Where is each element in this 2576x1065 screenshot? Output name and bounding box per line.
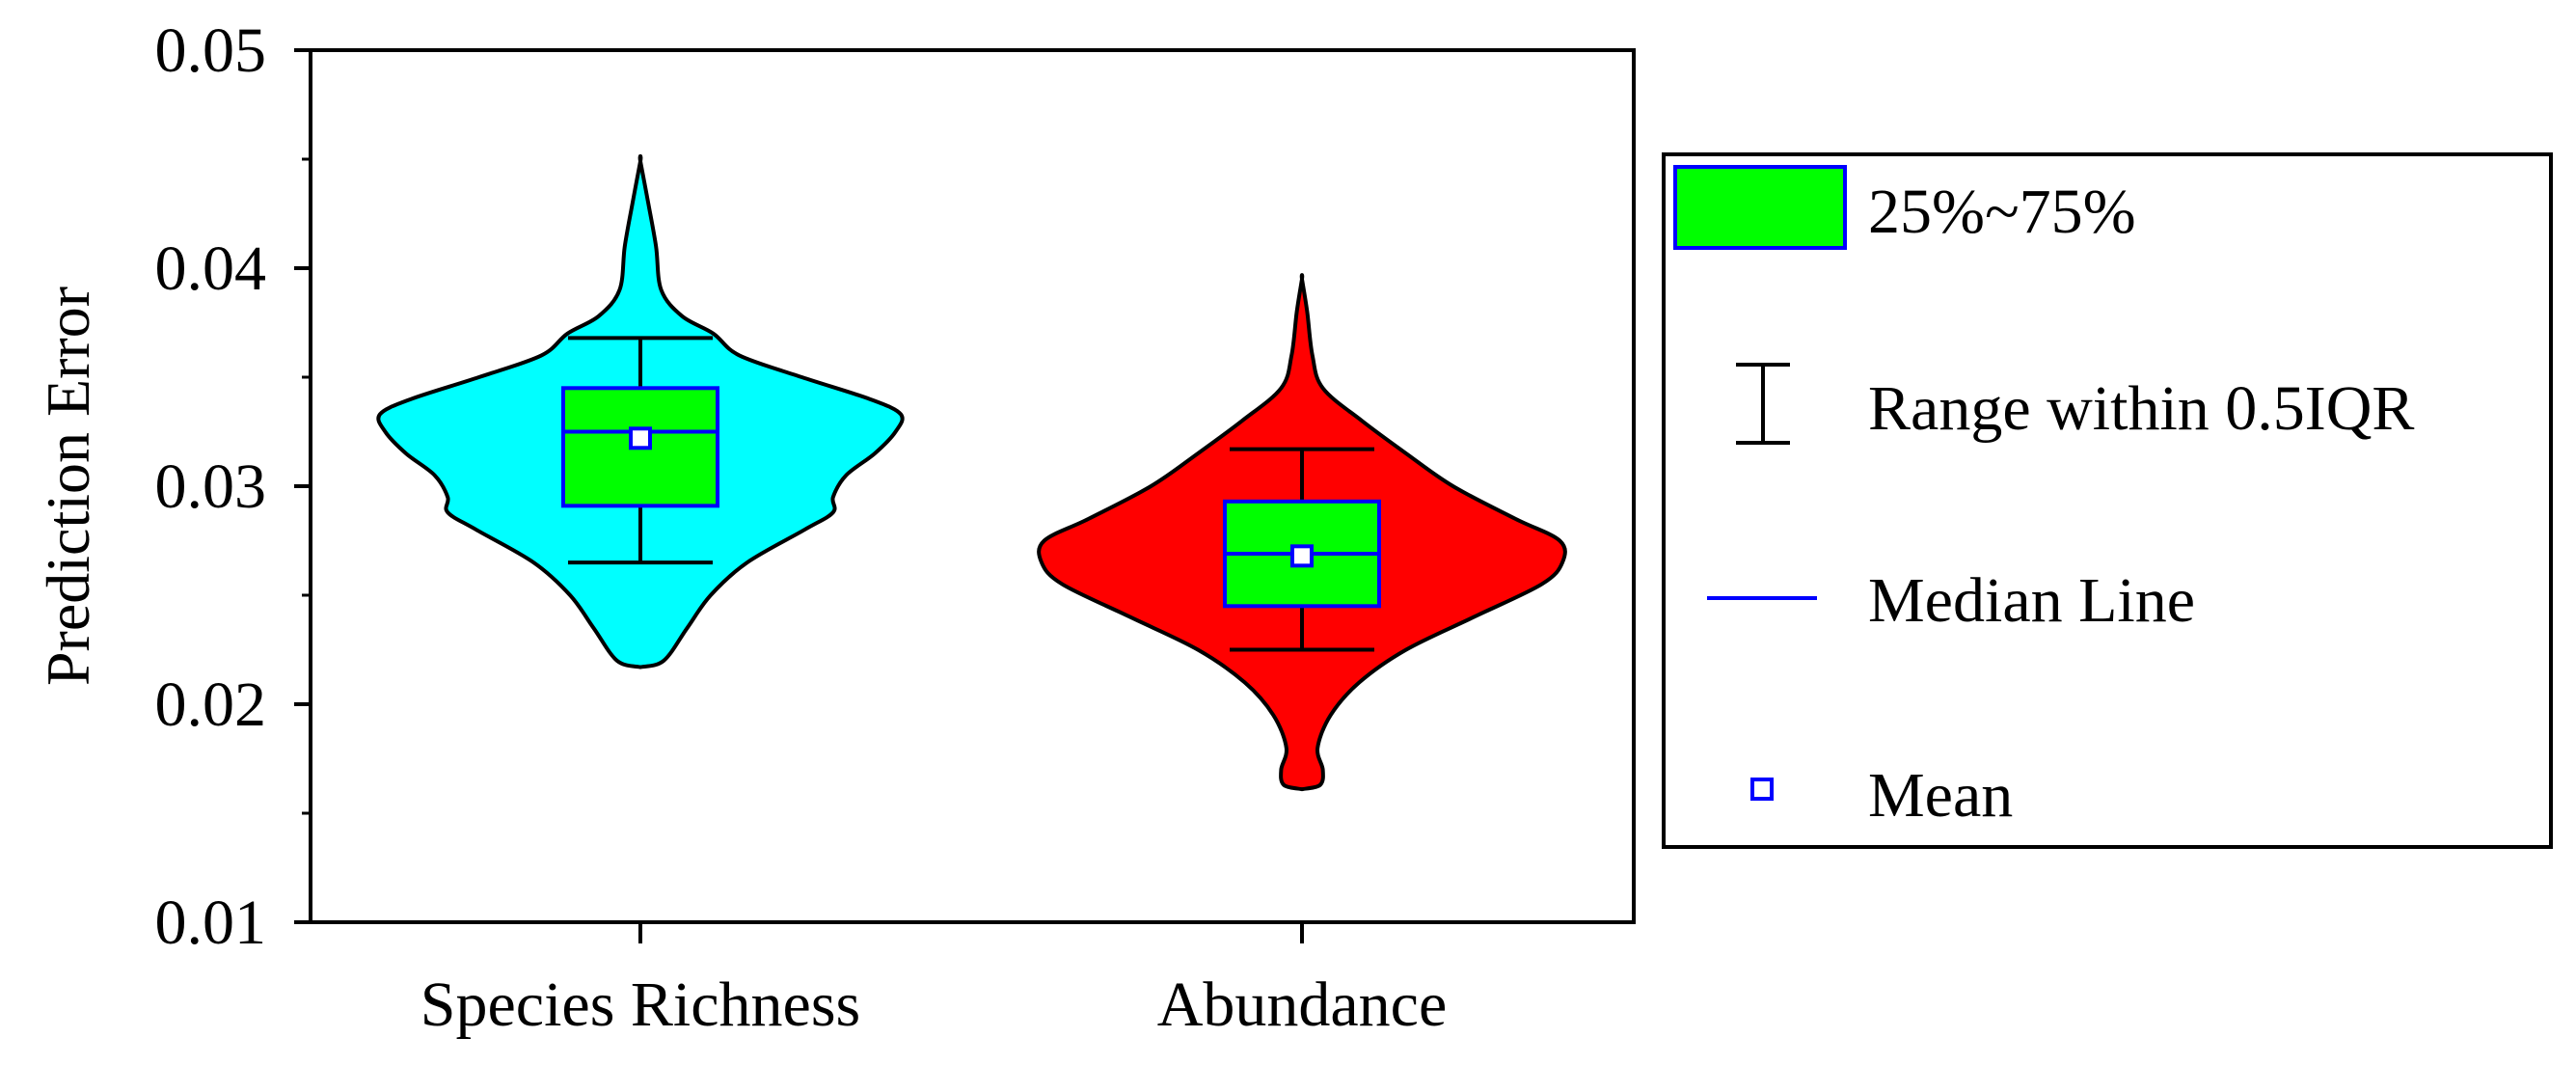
legend-frame bbox=[1662, 152, 2553, 849]
legend-label-mean: Mean bbox=[1868, 760, 2013, 831]
y-tick-label: 0.02 bbox=[155, 669, 267, 740]
y-tick-label: 0.03 bbox=[155, 451, 267, 522]
mean-marker bbox=[1290, 544, 1314, 568]
y-tick-label: 0.01 bbox=[155, 888, 267, 958]
legend-item-mean: Mean bbox=[1750, 760, 2013, 831]
mean-marker bbox=[629, 426, 652, 451]
y-axis-title: Prediction Error bbox=[34, 287, 102, 686]
y-tick-label: 0.04 bbox=[155, 233, 267, 304]
legend-item-median: Median Line bbox=[1707, 565, 2195, 636]
legend-item-box: 25%~75% bbox=[1673, 165, 2136, 250]
x-tick-label: Abundance bbox=[1157, 969, 1448, 1040]
legend-box-swatch bbox=[1673, 165, 1847, 250]
legend-label-median: Median Line bbox=[1868, 565, 2195, 636]
y-axis: 0.01 0.02 0.03 0.04 0.05 bbox=[155, 15, 311, 958]
violins bbox=[376, 153, 1567, 792]
legend-label-box: 25%~75% bbox=[1868, 177, 2136, 247]
legend-item-whisker: Range within 0.5IQR bbox=[1736, 363, 2414, 445]
legend-label-whisker: Range within 0.5IQR bbox=[1868, 373, 2414, 444]
legend-mean-marker bbox=[1750, 778, 1774, 801]
x-axis: Species Richness Abundance bbox=[420, 922, 1447, 1040]
legend: 25%~75% Range within 0.5IQR Median Line … bbox=[1662, 152, 2553, 849]
violin-group bbox=[376, 153, 905, 669]
x-tick-label: Species Richness bbox=[420, 969, 860, 1040]
y-tick-label: 0.05 bbox=[155, 15, 267, 86]
violin-group bbox=[1037, 273, 1567, 792]
